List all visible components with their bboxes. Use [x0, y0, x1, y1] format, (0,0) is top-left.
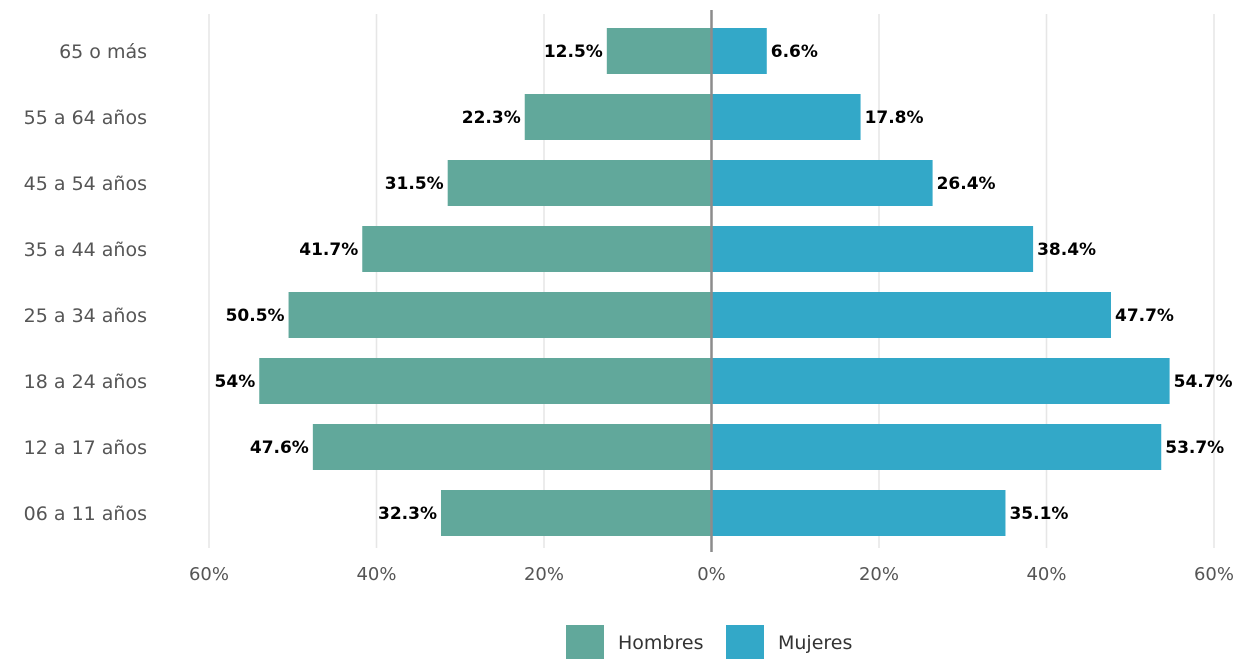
category-label: 55 a 64 años [24, 107, 147, 129]
data-label-mujeres: 35.1% [1009, 504, 1068, 524]
bar-mujeres [711, 160, 933, 206]
x-tick-label: 40% [356, 564, 396, 585]
data-label-hombres: 47.6% [250, 438, 309, 458]
data-label-mujeres: 53.7% [1165, 438, 1224, 458]
bar-hombres [524, 94, 712, 140]
data-label-mujeres: 17.8% [865, 108, 924, 128]
data-label-hombres: 12.5% [544, 42, 603, 62]
data-label-hombres: 32.3% [378, 504, 437, 524]
x-tick-label: 60% [1194, 564, 1234, 585]
legend-item-mujeres: Mujeres [726, 625, 852, 659]
category-label: 35 a 44 años [24, 239, 147, 261]
legend-swatch [726, 625, 764, 659]
data-label-mujeres: 6.6% [771, 42, 818, 62]
legend-label: Hombres [618, 632, 703, 654]
bar-hombres [440, 490, 712, 536]
category-label: 45 a 54 años [24, 173, 147, 195]
bar-mujeres [711, 94, 861, 140]
bar-hombres [362, 226, 712, 272]
legend-label: Mujeres [778, 632, 852, 654]
x-tick-label: 40% [1026, 564, 1066, 585]
bar-hombres [606, 28, 712, 74]
category-label: 12 a 17 años [24, 437, 147, 459]
x-tick-label: 0% [697, 564, 726, 585]
bar-mujeres [711, 490, 1006, 536]
legend-swatch [566, 625, 604, 659]
category-label: 06 a 11 años [24, 503, 147, 525]
bar-hombres [312, 424, 712, 470]
bar-hombres [447, 160, 712, 206]
bar-hombres [288, 292, 712, 338]
bar-mujeres [711, 28, 767, 74]
bar-mujeres [711, 358, 1170, 404]
legend: Hombres Mujeres [566, 625, 852, 659]
x-tick-label: 20% [859, 564, 899, 585]
category-label: 18 a 24 años [24, 371, 147, 393]
data-label-mujeres: 38.4% [1037, 240, 1096, 260]
data-label-mujeres: 26.4% [937, 174, 996, 194]
bar-mujeres [711, 292, 1111, 338]
data-label-mujeres: 54.7% [1174, 372, 1233, 392]
data-label-mujeres: 47.7% [1115, 306, 1174, 326]
labels-layer: 60% 40% 20% 0% 20% 40% 60% 65 o más 12.5% 6.6% 55 … [24, 41, 1234, 585]
legend-item-hombres: Hombres [566, 625, 703, 659]
data-label-hombres: 22.3% [462, 108, 521, 128]
category-label: 25 a 34 años [24, 305, 147, 327]
data-label-hombres: 41.7% [299, 240, 358, 260]
x-tick-label: 60% [189, 564, 229, 585]
category-label: 65 o más [59, 41, 147, 63]
data-label-hombres: 31.5% [385, 174, 444, 194]
data-label-hombres: 50.5% [226, 306, 285, 326]
bar-hombres [259, 358, 712, 404]
x-tick-label: 20% [524, 564, 564, 585]
bar-mujeres [711, 226, 1034, 272]
data-label-hombres: 54% [215, 372, 256, 392]
bars-layer [259, 28, 1170, 536]
bar-mujeres [711, 424, 1162, 470]
